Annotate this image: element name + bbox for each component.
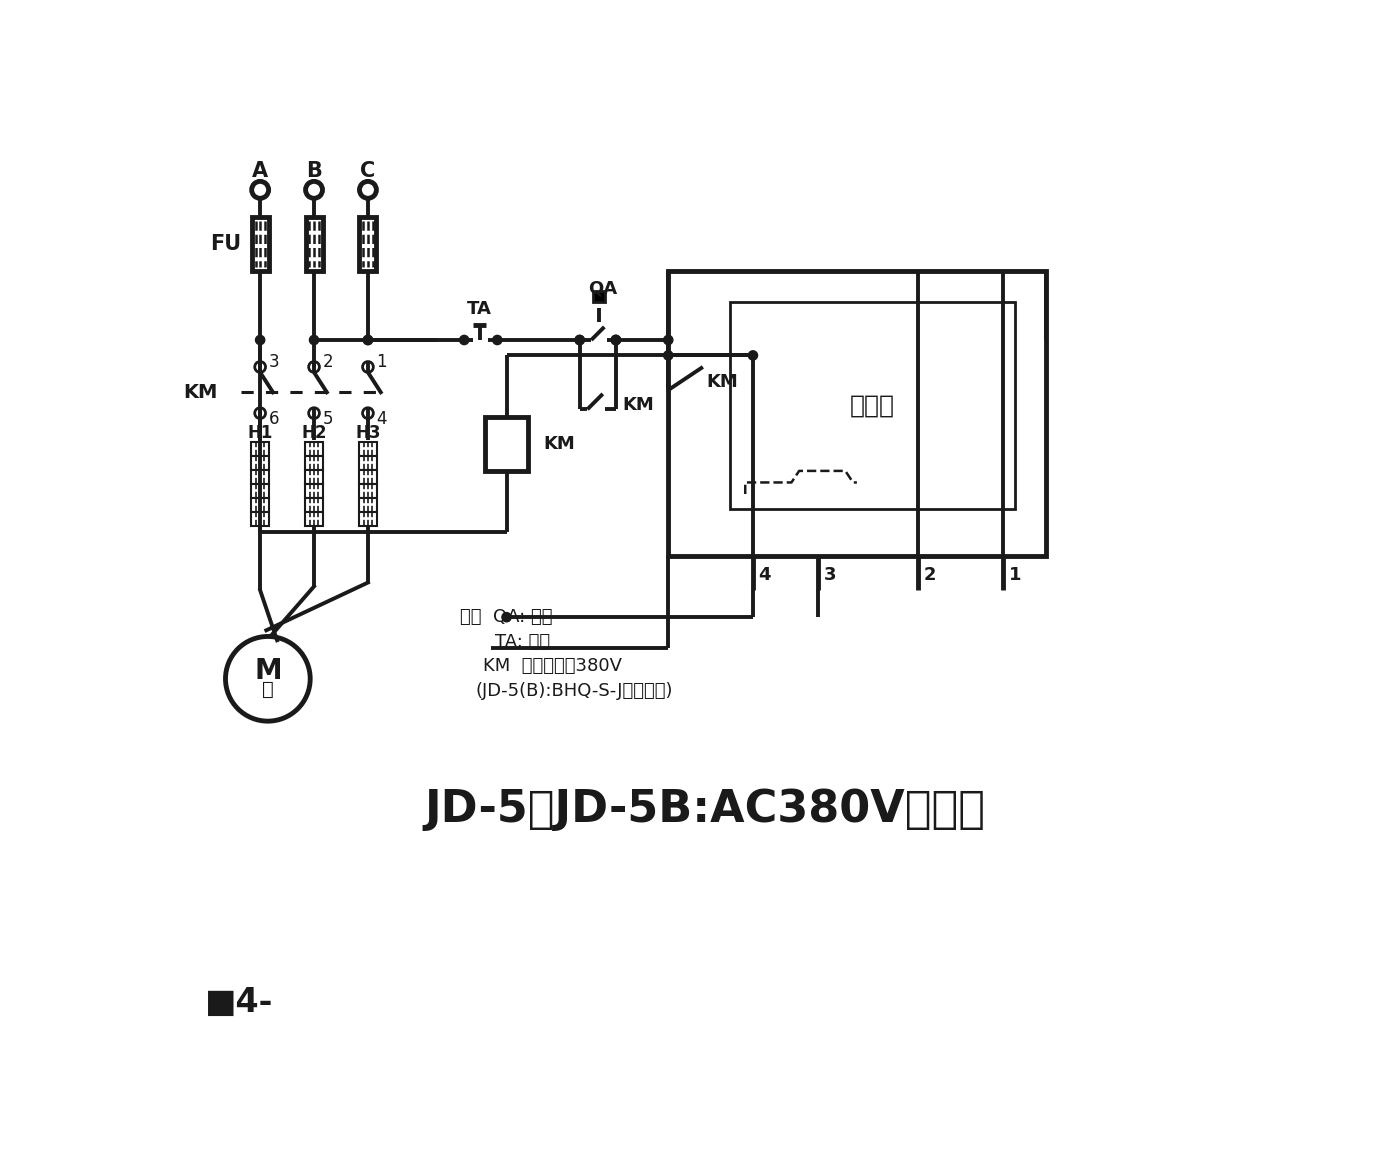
Text: 4: 4 xyxy=(377,410,387,428)
Text: 1: 1 xyxy=(1009,566,1021,584)
Text: H3: H3 xyxy=(355,424,381,443)
Bar xyxy=(250,511,270,525)
Bar xyxy=(305,443,323,457)
Bar xyxy=(305,471,323,483)
Bar xyxy=(359,471,377,483)
Text: 6: 6 xyxy=(268,410,279,428)
Bar xyxy=(359,443,377,457)
Text: 3: 3 xyxy=(268,353,279,370)
Circle shape xyxy=(308,408,319,418)
Bar xyxy=(359,217,377,270)
Circle shape xyxy=(362,361,373,373)
Text: ■4-: ■4- xyxy=(205,986,272,1018)
Circle shape xyxy=(502,613,510,622)
Circle shape xyxy=(252,182,268,198)
Text: JD-5、JD-5B:AC380V接线图: JD-5、JD-5B:AC380V接线图 xyxy=(425,789,985,831)
Text: TA: TA xyxy=(468,301,493,318)
Text: H2: H2 xyxy=(301,424,326,443)
Text: 2: 2 xyxy=(322,353,333,370)
Text: KM: KM xyxy=(544,435,575,453)
Text: FU: FU xyxy=(211,234,241,254)
Text: 2: 2 xyxy=(923,566,936,584)
Text: 3: 3 xyxy=(824,566,837,584)
Text: B: B xyxy=(305,161,322,181)
Text: QA: QA xyxy=(588,280,618,297)
Circle shape xyxy=(749,351,758,360)
Text: 注：  QA: 起动: 注： QA: 起动 xyxy=(461,608,553,627)
Circle shape xyxy=(363,336,373,345)
Text: 4: 4 xyxy=(758,566,771,584)
Circle shape xyxy=(308,361,319,373)
Circle shape xyxy=(460,336,469,345)
Circle shape xyxy=(310,336,319,345)
Bar xyxy=(359,483,377,497)
Text: TA: 停止: TA: 停止 xyxy=(495,633,550,651)
Bar xyxy=(250,483,270,497)
Circle shape xyxy=(255,408,266,418)
Bar xyxy=(250,471,270,483)
Bar xyxy=(250,497,270,511)
Text: 5: 5 xyxy=(322,410,333,428)
Circle shape xyxy=(359,182,377,198)
Text: KM  交流接触器380V: KM 交流接触器380V xyxy=(483,657,622,676)
Text: KM: KM xyxy=(707,373,739,391)
Text: C: C xyxy=(361,161,376,181)
Text: (JD-5(B):BHQ-S-J接线相同): (JD-5(B):BHQ-S-J接线相同) xyxy=(476,683,673,700)
Text: A: A xyxy=(252,161,268,181)
Circle shape xyxy=(575,336,585,345)
Bar xyxy=(359,497,377,511)
Bar xyxy=(305,217,322,270)
Circle shape xyxy=(226,636,310,721)
Bar xyxy=(359,511,377,525)
Bar xyxy=(593,291,605,302)
Bar xyxy=(484,417,528,471)
Circle shape xyxy=(663,351,673,360)
Circle shape xyxy=(305,182,322,198)
Bar xyxy=(305,497,323,511)
Circle shape xyxy=(663,336,673,345)
Bar xyxy=(359,457,377,471)
Text: H1: H1 xyxy=(248,424,272,443)
Text: ～: ～ xyxy=(261,680,274,699)
Bar xyxy=(305,511,323,525)
Circle shape xyxy=(611,336,621,345)
Text: KM: KM xyxy=(183,383,217,402)
Circle shape xyxy=(256,336,264,345)
Bar xyxy=(669,270,1046,556)
Circle shape xyxy=(611,336,621,345)
Circle shape xyxy=(611,336,621,345)
Text: 1: 1 xyxy=(377,353,387,370)
Bar xyxy=(729,302,1014,509)
Circle shape xyxy=(362,408,373,418)
Circle shape xyxy=(493,336,502,345)
Circle shape xyxy=(363,336,373,345)
Text: 保护器: 保护器 xyxy=(850,394,894,417)
Bar xyxy=(305,483,323,497)
Bar xyxy=(250,457,270,471)
Bar xyxy=(305,457,323,471)
Text: M: M xyxy=(255,657,282,685)
Text: KM: KM xyxy=(622,396,654,415)
Bar xyxy=(250,443,270,457)
Circle shape xyxy=(575,336,585,345)
Circle shape xyxy=(255,361,266,373)
Bar xyxy=(252,217,268,270)
